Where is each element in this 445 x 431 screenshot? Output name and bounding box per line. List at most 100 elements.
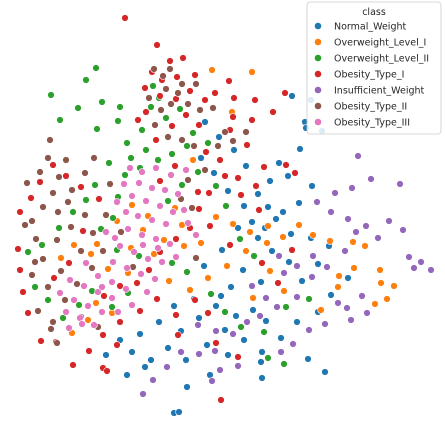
data-point xyxy=(14,245,22,253)
data-point xyxy=(186,87,194,95)
data-point xyxy=(256,312,264,320)
data-point xyxy=(84,302,92,310)
data-point xyxy=(288,92,296,100)
data-point xyxy=(285,258,293,266)
data-point xyxy=(128,348,136,356)
data-point xyxy=(210,169,218,177)
data-point xyxy=(321,368,329,376)
legend-label: Obesity_Type_III xyxy=(334,118,410,129)
data-point xyxy=(234,224,242,232)
data-point xyxy=(191,71,199,79)
data-point xyxy=(91,181,99,189)
data-point xyxy=(184,176,192,184)
data-point xyxy=(189,156,197,164)
data-point xyxy=(410,264,418,272)
data-point xyxy=(376,266,384,274)
data-point xyxy=(163,363,171,371)
data-point xyxy=(49,161,57,169)
data-point xyxy=(38,241,46,249)
legend-label: Overweight_Level_I xyxy=(334,38,426,49)
legend-label: Obesity_Type_I xyxy=(334,70,404,81)
data-point xyxy=(417,258,425,266)
data-point xyxy=(254,190,262,198)
series-insufficient-weight xyxy=(139,152,435,398)
data-point xyxy=(28,217,36,225)
data-point xyxy=(232,312,240,320)
data-point xyxy=(121,171,129,179)
data-point xyxy=(201,166,209,174)
data-point xyxy=(309,252,317,260)
data-point xyxy=(126,164,134,172)
data-point xyxy=(201,118,209,126)
data-point xyxy=(249,306,257,314)
data-point xyxy=(192,254,200,262)
data-point xyxy=(295,221,303,229)
data-point xyxy=(214,142,222,150)
data-point xyxy=(298,277,306,285)
data-point xyxy=(142,197,150,205)
points-layer xyxy=(14,14,435,417)
data-point xyxy=(281,89,289,97)
data-point xyxy=(114,308,122,316)
data-point xyxy=(135,252,143,260)
data-point xyxy=(165,277,173,285)
data-point xyxy=(31,283,39,291)
data-point xyxy=(293,293,301,301)
data-point xyxy=(160,236,168,244)
data-point xyxy=(134,212,142,220)
data-point xyxy=(371,300,379,308)
data-point xyxy=(304,355,312,363)
data-point xyxy=(258,348,266,356)
data-point xyxy=(293,318,301,326)
data-point xyxy=(130,248,138,256)
data-point xyxy=(358,292,366,300)
data-point xyxy=(280,269,288,277)
data-point xyxy=(334,299,342,307)
data-point xyxy=(109,258,117,266)
data-point xyxy=(221,326,229,334)
data-point xyxy=(153,295,161,303)
data-point xyxy=(90,321,98,329)
data-point xyxy=(327,208,335,216)
data-point xyxy=(182,111,190,119)
data-point xyxy=(362,222,370,230)
data-point xyxy=(173,73,181,81)
data-point xyxy=(212,302,220,310)
legend-item: Overweight_Level_II xyxy=(314,54,429,65)
data-point xyxy=(277,334,285,342)
data-point xyxy=(257,358,265,366)
legend-marker xyxy=(314,22,322,30)
data-point xyxy=(85,347,93,355)
data-point xyxy=(229,137,237,145)
data-point xyxy=(243,141,251,149)
data-point xyxy=(341,247,349,255)
data-point xyxy=(156,202,164,210)
data-point xyxy=(180,206,188,214)
data-point xyxy=(197,154,205,162)
data-point xyxy=(141,84,149,92)
data-point xyxy=(257,278,265,286)
data-point xyxy=(296,145,304,153)
data-point xyxy=(348,184,356,192)
data-point xyxy=(78,320,86,328)
data-point xyxy=(273,303,281,311)
data-point xyxy=(92,299,100,307)
data-point xyxy=(223,262,231,270)
data-point xyxy=(49,318,57,326)
data-point xyxy=(248,218,256,226)
data-point xyxy=(254,234,262,242)
data-point xyxy=(192,80,200,88)
data-point xyxy=(178,181,186,189)
data-point xyxy=(195,350,203,358)
data-point xyxy=(266,267,274,275)
data-point xyxy=(16,208,24,216)
legend: class Normal_Weight Overweight_Level_I Ove… xyxy=(306,1,442,135)
data-point xyxy=(216,156,224,164)
data-point xyxy=(167,171,175,179)
data-point xyxy=(218,246,226,254)
data-point xyxy=(230,94,238,102)
data-point xyxy=(94,288,102,296)
data-point xyxy=(123,264,131,272)
data-point xyxy=(27,194,35,202)
data-point xyxy=(189,129,197,137)
